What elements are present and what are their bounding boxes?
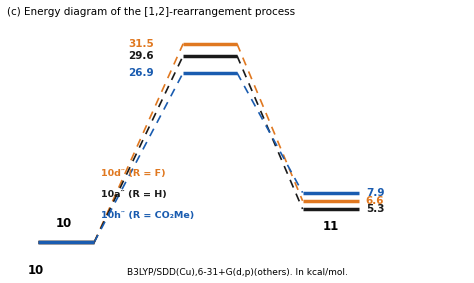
Text: 7.9: 7.9: [366, 188, 384, 198]
Text: (c) Energy diagram of the [1,2]-rearrangement process: (c) Energy diagram of the [1,2]-rearrang…: [8, 7, 296, 17]
Text: 10d″ (R = F): 10d″ (R = F): [101, 169, 166, 178]
Text: B3LYP/SDD(Cu),6-31+G(d,p)(others). In kcal/mol.: B3LYP/SDD(Cu),6-31+G(d,p)(others). In kc…: [127, 269, 347, 277]
Text: 31.5: 31.5: [128, 39, 154, 49]
Text: 10: 10: [55, 217, 72, 230]
Text: 26.9: 26.9: [128, 68, 154, 78]
Text: 11: 11: [323, 220, 339, 233]
Text: 10h″ (R = CO₂Me): 10h″ (R = CO₂Me): [101, 211, 194, 220]
Text: 6.6: 6.6: [366, 196, 384, 206]
Text: 10a″ (R = H): 10a″ (R = H): [101, 190, 167, 199]
Text: 5.3: 5.3: [366, 204, 384, 214]
Text: 29.6: 29.6: [128, 51, 154, 61]
Text: 10: 10: [27, 264, 44, 277]
